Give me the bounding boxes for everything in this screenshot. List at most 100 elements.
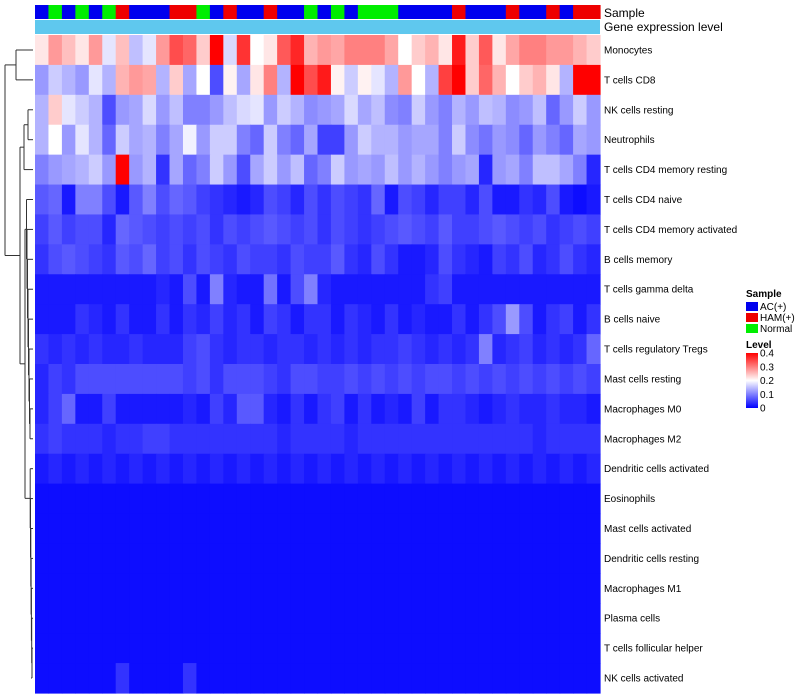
- heatmap-cell: [573, 543, 588, 574]
- heatmap-cell: [129, 573, 144, 604]
- heatmap-cell: [532, 274, 547, 305]
- heatmap-cell: [586, 603, 601, 634]
- heatmap-cell: [102, 393, 117, 425]
- heatmap-cell: [156, 423, 171, 455]
- heatmap-cell: [398, 35, 413, 66]
- heatmap-cell: [209, 423, 224, 455]
- heatmap-cell: [182, 573, 198, 604]
- heatmap-cell: [425, 124, 440, 156]
- heatmap-cell: [236, 603, 251, 634]
- heatmap-cell: [586, 304, 601, 335]
- row-label: Plasma cells: [604, 614, 660, 625]
- heatmap-cell: [250, 453, 265, 485]
- heatmap-cell: [196, 154, 211, 186]
- heatmap-cell: [304, 184, 319, 216]
- heatmap-cell: [129, 154, 144, 186]
- heatmap-cell: [196, 184, 211, 216]
- heatmap-cell: [142, 663, 157, 694]
- heatmap-cell: [277, 304, 292, 335]
- heatmap-cell: [75, 274, 90, 305]
- heatmap-cell: [371, 453, 386, 485]
- row-label: Mast cells resting: [604, 374, 681, 385]
- heatmap-cell: [290, 124, 305, 156]
- level-tick-label: 0.3: [760, 362, 774, 373]
- heatmap-cell: [277, 334, 292, 365]
- heatmap-cell: [505, 94, 520, 126]
- heatmap-cell: [344, 64, 359, 96]
- heatmap-cell: [277, 633, 292, 664]
- heatmap-cell: [115, 94, 130, 126]
- heatmap-cell: [290, 274, 305, 305]
- row-label: NK cells activated: [604, 674, 683, 685]
- heatmap-cell: [115, 423, 130, 455]
- heatmap-cell: [586, 453, 601, 485]
- heatmap-cell: [559, 543, 574, 574]
- heatmap-cell: [250, 274, 265, 305]
- heatmap-cell: [209, 94, 224, 126]
- sample-cell: [559, 5, 574, 19]
- sample-cell: [398, 5, 413, 19]
- heatmap-cell: [129, 64, 144, 96]
- heatmap-cell: [156, 35, 171, 66]
- sample-cell: [330, 5, 345, 19]
- heatmap-cell: [532, 124, 547, 156]
- heatmap-cell: [546, 35, 561, 66]
- heatmap-cell: [129, 304, 144, 335]
- heatmap-cell: [61, 94, 76, 126]
- heatmap-cell: [398, 274, 413, 305]
- heatmap-cell: [115, 603, 130, 634]
- heatmap-cell: [519, 453, 534, 485]
- heatmap-cell: [129, 393, 144, 425]
- heatmap-cell: [438, 64, 453, 96]
- heatmap-cell: [438, 94, 453, 126]
- heatmap-cell: [546, 334, 561, 365]
- heatmap-cell: [425, 393, 440, 425]
- row-label: Macrophages M2: [604, 434, 682, 445]
- heatmap-cell: [277, 154, 292, 186]
- heatmap-cell: [478, 393, 493, 425]
- heatmap-cell: [546, 483, 561, 515]
- heatmap-cell: [129, 244, 144, 275]
- heatmap-cell: [371, 304, 386, 335]
- sample-cell: [371, 5, 386, 19]
- heatmap-cell: [357, 483, 372, 515]
- heatmap-cell: [519, 274, 534, 305]
- heatmap-cell: [209, 603, 224, 634]
- heatmap-cell: [102, 573, 117, 604]
- heatmap-cell: [425, 274, 440, 305]
- heatmap-cell: [357, 94, 372, 126]
- heatmap-cell: [277, 214, 292, 245]
- heatmap-cell: [35, 274, 50, 305]
- heatmap-cell: [546, 453, 561, 485]
- heatmap-cell: [411, 64, 426, 96]
- heatmap-cell: [411, 423, 426, 455]
- heatmap-cell: [290, 334, 305, 365]
- heatmap-cell: [559, 334, 574, 365]
- heatmap-cell: [196, 573, 211, 604]
- heatmap-cell: [317, 364, 332, 395]
- heatmap-cell: [290, 513, 305, 545]
- heatmap-cell: [102, 35, 117, 66]
- heatmap-cell: [48, 364, 63, 395]
- heatmap-cell: [384, 513, 399, 545]
- heatmap-cell: [182, 393, 198, 425]
- heatmap-cell: [478, 35, 493, 66]
- heatmap-cell: [223, 663, 238, 694]
- heatmap-cell: [452, 214, 467, 245]
- heatmap-cell: [129, 663, 144, 694]
- heatmap-cell: [546, 94, 561, 126]
- heatmap-cell: [304, 483, 319, 515]
- heatmap-cell: [236, 35, 251, 66]
- heatmap-cell: [61, 214, 76, 245]
- heatmap-cell: [573, 124, 588, 156]
- heatmap-cell: [384, 543, 399, 574]
- heatmap-cell: [290, 423, 305, 455]
- heatmap-cell: [492, 35, 507, 66]
- heatmap-cell: [209, 214, 224, 245]
- sample-cell: [75, 5, 90, 19]
- heatmap-cell: [290, 64, 305, 96]
- heatmap-cell: [48, 124, 63, 156]
- heatmap-cell: [129, 334, 144, 365]
- heatmap-cell: [478, 453, 493, 485]
